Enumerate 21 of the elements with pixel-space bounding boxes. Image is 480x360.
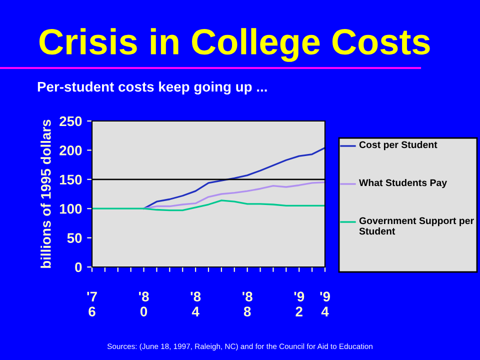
y-tick-label: 50 (67, 233, 82, 243)
chart-title: Crisis in College Costs (39, 28, 430, 62)
y-tick-label: 250 (60, 116, 82, 126)
x-tick-label: '9 2 (294, 292, 304, 316)
x-tick-label: '8 4 (190, 292, 201, 316)
x-tick-label: '8 0 (139, 292, 149, 316)
y-tick-label: 150 (60, 174, 82, 185)
y-tick-label: 200 (60, 146, 82, 156)
legend-label: Government Support per Student (359, 217, 474, 235)
y-tick-label: 100 (60, 204, 82, 214)
x-tick-label: '7 6 (87, 292, 97, 316)
y-tick-label: 0 (75, 262, 82, 272)
line-series (142, 147, 325, 210)
line-series (142, 181, 325, 210)
x-tick-label: '9 4 (320, 292, 330, 316)
line-series (92, 200, 325, 212)
legend-label: What Students Pay (359, 179, 447, 188)
chart-subtitle: Per-student costs keep going up ... (38, 81, 267, 95)
x-tick-label: '8 8 (242, 292, 252, 316)
y-axis-title: billions of 1995 dollars (40, 120, 51, 268)
legend-label: Cost per Student (359, 141, 438, 150)
